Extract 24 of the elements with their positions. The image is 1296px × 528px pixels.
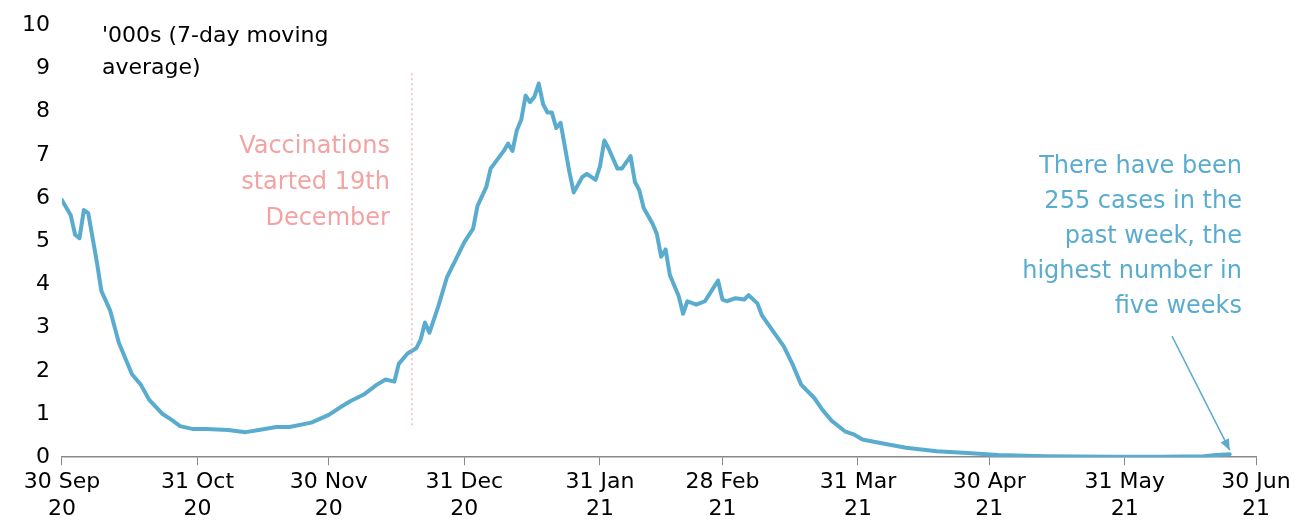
x-tick-label: 30 Apr 21 [952, 468, 1027, 520]
x-tick-label: 30 Nov 20 [289, 468, 368, 520]
y-axis-title: '000s (7-day moving average) [101, 21, 329, 79]
x-tick-label: 30 Jun 21 [1221, 468, 1291, 520]
y-tick-label: 2 [35, 356, 50, 382]
x-tick-label: 31 Mar 21 [819, 468, 898, 520]
y-tick-label: 8 [35, 97, 50, 123]
y-tick-label: 3 [35, 313, 50, 339]
y-tick-label: 1 [35, 399, 50, 425]
x-tick-label: 31 Jan 21 [565, 468, 635, 520]
ref-line-label: Vaccinations started 19th December [239, 131, 391, 232]
y-tick-label: 10 [21, 10, 50, 36]
x-tick-label: 31 Oct 20 [161, 468, 235, 520]
x-tick-label: 31 Dec 20 [425, 468, 504, 520]
x-tick-label: 31 May 21 [1084, 468, 1166, 520]
x-tick-label: 30 Sep 20 [23, 468, 101, 520]
y-tick-label: 4 [35, 270, 50, 296]
y-tick-label: 7 [35, 140, 50, 166]
y-tick-label: 0 [35, 442, 50, 468]
y-tick-label: 5 [35, 226, 50, 252]
annotation: There have been 255 cases in the past week, the highest number in five weeks [1022, 151, 1242, 320]
x-tick-label: 28 Feb 21 [685, 468, 760, 520]
y-tick-label: 9 [35, 54, 50, 80]
y-tick-label: 6 [35, 183, 50, 209]
